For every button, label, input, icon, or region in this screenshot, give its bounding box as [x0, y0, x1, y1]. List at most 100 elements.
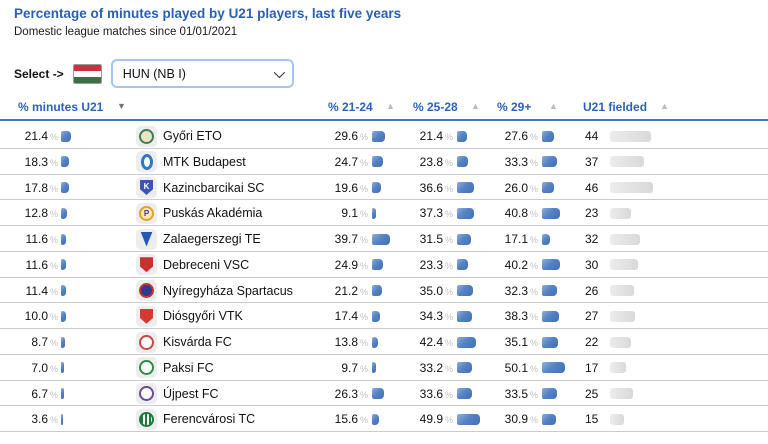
team-logo — [136, 408, 157, 430]
u21-fielded-value: 25 — [585, 386, 599, 401]
percent-sign: % — [50, 389, 59, 400]
percent-sign: % — [50, 157, 59, 168]
stat-bar — [457, 156, 468, 168]
stat-value: 11.6 — [25, 232, 48, 246]
stat-value: 50.1 — [504, 360, 528, 375]
fielded-bar — [610, 259, 638, 271]
percent-sign: % — [360, 312, 369, 323]
stat-value: 39.7 — [334, 232, 358, 246]
column-header-u21-fielded[interactable]: U21 fielded — [583, 100, 648, 114]
team-name: Újpest FC — [163, 386, 219, 401]
stat-bar — [457, 182, 474, 193]
stat-value: 29.6 — [334, 129, 358, 143]
stat-bar — [372, 285, 382, 296]
fielded-bar — [610, 130, 651, 142]
stat-value: 21.2 — [334, 283, 358, 298]
stat-bar — [372, 182, 381, 193]
stat-value: 6.7 — [31, 386, 48, 401]
column-header-21-24[interactable]: % 21-24 — [328, 100, 373, 114]
hungary-flag-icon — [72, 63, 102, 84]
percent-sign: % — [360, 209, 369, 220]
table-row: 7.0% Paksi FC 9.7% 33.2% 50.1% 17 — [0, 355, 768, 381]
percent-sign: % — [50, 209, 59, 220]
stat-value: 23.8 — [419, 154, 443, 169]
sort-asc-icon[interactable]: ▲ — [549, 101, 558, 111]
team-logo — [136, 228, 157, 250]
stat-bar — [61, 207, 67, 219]
stat-bar — [542, 362, 565, 374]
fielded-bar — [610, 156, 645, 168]
percent-sign: % — [445, 209, 454, 220]
stat-bar — [542, 130, 555, 142]
league-select[interactable]: HUN (NB I) — [110, 59, 294, 88]
stat-bar — [542, 310, 560, 322]
stat-value: 21.4 — [419, 129, 443, 143]
stat-bar — [372, 156, 384, 168]
stat-value: 21.4 — [24, 129, 48, 143]
column-header-29-plus[interactable]: % 29+ — [497, 100, 532, 114]
chevron-down-icon — [273, 66, 285, 78]
league-selector-row: Select -> HUN (NB I) — [14, 58, 294, 89]
percent-sign: % — [530, 209, 539, 220]
stat-value: 33.6 — [419, 386, 443, 401]
table-row: 8.7% Kisvárda FC 13.8% 42.4% 35.1% 22 — [0, 329, 768, 355]
column-header-minutes-u21[interactable]: % minutes U21 — [18, 100, 104, 114]
stat-bar — [542, 259, 561, 271]
percent-sign: % — [360, 415, 369, 426]
percent-sign: % — [445, 235, 454, 245]
percent-sign: % — [530, 260, 539, 271]
percent-sign: % — [530, 415, 539, 426]
team-name: Kazincbarcikai SC — [163, 180, 265, 195]
sort-asc-icon[interactable]: ▲ — [660, 101, 669, 111]
column-header-25-28[interactable]: % 25-28 — [413, 100, 458, 114]
stat-value: 8.7 — [31, 335, 48, 349]
team-logo — [136, 280, 157, 301]
percent-sign: % — [530, 312, 539, 323]
puskas-akademia-crest-icon: P — [139, 205, 154, 221]
percent-sign: % — [530, 389, 539, 400]
percent-sign: % — [445, 312, 454, 323]
stat-value: 38.3 — [504, 309, 528, 324]
percent-sign: % — [50, 235, 59, 245]
team-name: Nyíregyháza Spartacus — [163, 283, 293, 298]
fielded-bar — [610, 336, 631, 348]
table-row: 11.6% Zalaegerszegi TE 39.7% 31.5% 17.1% 32 — [0, 226, 768, 252]
sort-asc-icon[interactable]: ▲ — [386, 101, 395, 111]
team-logo: K — [136, 177, 157, 198]
table-row: 21.4% Győri ETO 29.6% 21.4% 27.6% 44 — [0, 123, 768, 149]
stat-bar — [61, 362, 65, 374]
team-logo — [136, 331, 157, 353]
page-title: Percentage of minutes played by U21 play… — [14, 6, 402, 21]
percent-sign: % — [530, 286, 539, 297]
sort-desc-icon[interactable]: ▼ — [117, 101, 126, 111]
stat-bar — [61, 413, 63, 425]
stat-bar — [542, 207, 561, 219]
percent-sign: % — [360, 235, 369, 245]
kazincbarcikai-crest-icon: K — [140, 180, 153, 195]
percent-sign: % — [50, 338, 59, 348]
percent-sign: % — [445, 132, 454, 142]
u21-fielded-value: 27 — [585, 309, 599, 324]
percent-sign: % — [445, 183, 454, 194]
u21-fielded-value: 26 — [585, 283, 599, 298]
stat-value: 32.3 — [504, 283, 528, 298]
stat-value: 36.6 — [419, 180, 443, 195]
team-logo — [136, 125, 157, 147]
diosgyori-crest-icon — [140, 308, 153, 324]
team-name: Debreceni VSC — [163, 257, 250, 272]
stat-value: 3.6 — [31, 412, 48, 427]
ferencvarosi-crest-icon — [139, 411, 154, 427]
stat-bar — [61, 182, 69, 193]
stat-value: 15.6 — [334, 412, 358, 427]
table-header: % minutes U21 ▼ % 21-24 ▲ % 25-28 ▲ % 29… — [0, 96, 768, 121]
kisvarda-crest-icon — [139, 334, 154, 350]
stat-value: 10.0 — [24, 309, 48, 324]
team-logo — [136, 383, 157, 404]
table-row: 10.0% Diósgyőri VTK 17.4% 34.3% 38.3% 27 — [0, 303, 768, 329]
stat-bar — [457, 285, 473, 296]
ujpest-crest-icon — [139, 386, 154, 401]
percent-sign: % — [50, 363, 59, 374]
stat-bar — [457, 336, 477, 348]
stat-value: 7.0 — [31, 360, 48, 375]
sort-asc-icon[interactable]: ▲ — [471, 101, 480, 111]
